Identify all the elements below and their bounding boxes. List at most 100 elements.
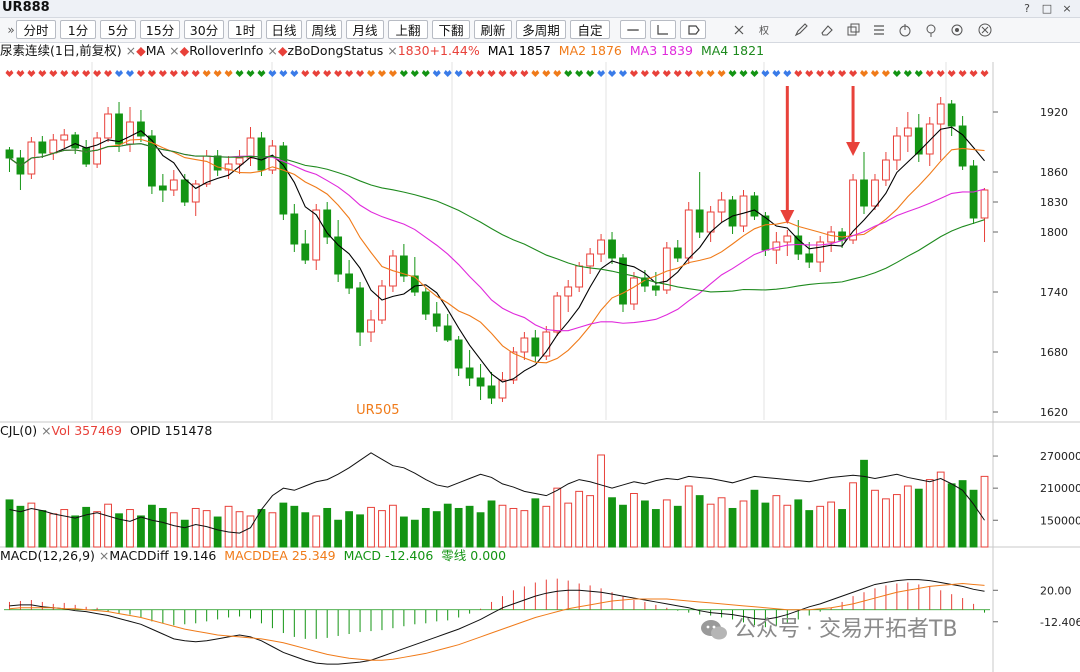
status-marker <box>838 70 847 77</box>
candle-body <box>651 285 660 291</box>
volume-bar <box>49 513 58 548</box>
period-1min-button[interactable]: 1分 <box>60 20 96 39</box>
ma1-label: MA1 <box>487 43 515 58</box>
line-tool-button[interactable]: 一 <box>620 20 646 39</box>
status-marker <box>454 70 463 77</box>
period-30min-button[interactable]: 30分 <box>184 20 224 39</box>
volume-bar <box>728 507 737 548</box>
status-marker <box>268 70 277 77</box>
power-icon[interactable] <box>896 21 914 39</box>
page-down-button[interactable]: 下翻 <box>432 20 470 39</box>
candle-body <box>816 241 825 263</box>
status-marker <box>104 70 113 77</box>
indicator-ma[interactable]: MA <box>145 43 166 58</box>
candle-body <box>443 325 452 341</box>
candle-body <box>202 155 211 185</box>
volume-bar <box>410 519 419 548</box>
volume-tick-label: 270000 <box>1040 450 1080 463</box>
volume-bar <box>871 489 879 548</box>
period-fenshi-button[interactable]: 分时 <box>16 20 56 39</box>
status-marker <box>169 70 178 77</box>
candle-body <box>356 287 364 333</box>
zero-line-label: 零线 <box>441 548 467 563</box>
period-1hour-button[interactable]: 1时 <box>228 20 262 39</box>
candle-body <box>169 179 178 191</box>
candle-body <box>465 367 474 379</box>
refresh-button[interactable]: 刷新 <box>474 20 512 39</box>
candle-body <box>104 113 112 139</box>
settings-icon[interactable] <box>948 21 966 39</box>
layout-icon[interactable] <box>870 21 888 39</box>
eraser-icon[interactable] <box>818 21 836 39</box>
status-marker <box>290 70 299 77</box>
period-15min-button[interactable]: 15分 <box>140 20 180 39</box>
status-marker <box>695 70 704 77</box>
page-up-button[interactable]: 上翻 <box>388 20 428 39</box>
last-price: 1830 <box>397 43 430 58</box>
candle-body <box>38 141 47 154</box>
ma1-line <box>9 126 985 383</box>
candle-body <box>312 209 321 261</box>
status-marker <box>421 70 430 77</box>
status-marker <box>717 70 726 77</box>
ma1-value: 1857 <box>518 43 551 58</box>
pin-icon[interactable] <box>922 21 940 39</box>
volume-bar <box>246 515 255 548</box>
candle-body <box>958 125 967 167</box>
candle-body <box>345 273 353 289</box>
volume-bar <box>399 516 408 548</box>
period-monthly-button[interactable]: 月线 <box>346 20 384 39</box>
status-marker <box>860 70 869 77</box>
volume-bar <box>71 515 80 548</box>
expand-icon[interactable]: » <box>7 23 15 37</box>
indicator-bodong[interactable]: zBoDongStatus <box>287 43 384 58</box>
help-icon[interactable]: ? <box>1024 2 1030 15</box>
macd-dea-value: 25.349 <box>291 548 336 563</box>
status-marker <box>651 70 660 77</box>
tag-icon[interactable] <box>680 20 706 39</box>
candle-body <box>137 121 145 137</box>
close-panel-icon[interactable] <box>976 21 994 39</box>
close-icon[interactable]: × <box>1062 2 1072 15</box>
rights-icon[interactable]: 权 <box>756 21 774 39</box>
candle-body <box>334 236 343 275</box>
volume-bar <box>630 493 638 548</box>
status-marker <box>443 70 452 77</box>
candle-body <box>783 235 792 243</box>
period-weekly-button[interactable]: 周线 <box>306 20 342 39</box>
ma2-label: MA2 <box>558 43 587 58</box>
draw-line-icon[interactable] <box>650 20 676 39</box>
candle-body <box>5 149 14 159</box>
volume-bar <box>421 507 430 548</box>
volume-bar <box>673 505 682 548</box>
volume-bar <box>520 510 529 548</box>
status-marker <box>115 70 124 77</box>
candle-body <box>597 239 605 255</box>
maximize-icon[interactable]: □ <box>1041 2 1053 15</box>
candle-body <box>213 155 222 171</box>
status-marker <box>410 70 419 77</box>
volume-bar <box>925 479 934 548</box>
status-marker <box>958 70 967 77</box>
ma3-value: 1839 <box>661 43 693 58</box>
period-daily-button[interactable]: 日线 <box>266 20 302 39</box>
indicator-rollover[interactable]: RolloverInfo <box>189 43 264 58</box>
status-marker <box>257 70 266 77</box>
status-marker <box>158 70 167 77</box>
multi-period-button[interactable]: 多周期 <box>516 20 566 39</box>
copy-icon[interactable] <box>844 21 862 39</box>
price-tick-label: 1620 <box>1040 406 1068 419</box>
pen-icon[interactable] <box>792 21 810 39</box>
status-marker <box>520 70 529 77</box>
period-toolbar: » 分时 1分 5分 15分 30分 1时 日线 周线 月线 上翻 下翻 刷新 … <box>0 18 1080 43</box>
volume-tick-label: 210000 <box>1040 482 1080 495</box>
volume-bar <box>224 505 233 548</box>
period-5min-button[interactable]: 5分 <box>100 20 136 39</box>
custom-button[interactable]: 自定 <box>570 20 610 39</box>
candle-body <box>827 231 836 243</box>
scissors-icon[interactable] <box>730 21 748 39</box>
volume-bar <box>783 504 792 548</box>
volume-bar <box>148 504 156 548</box>
main-chart-legend: 尿素连续(1日,前复权) ×◆MA ×◆RolloverInfo ×◆zBoDo… <box>0 43 765 58</box>
